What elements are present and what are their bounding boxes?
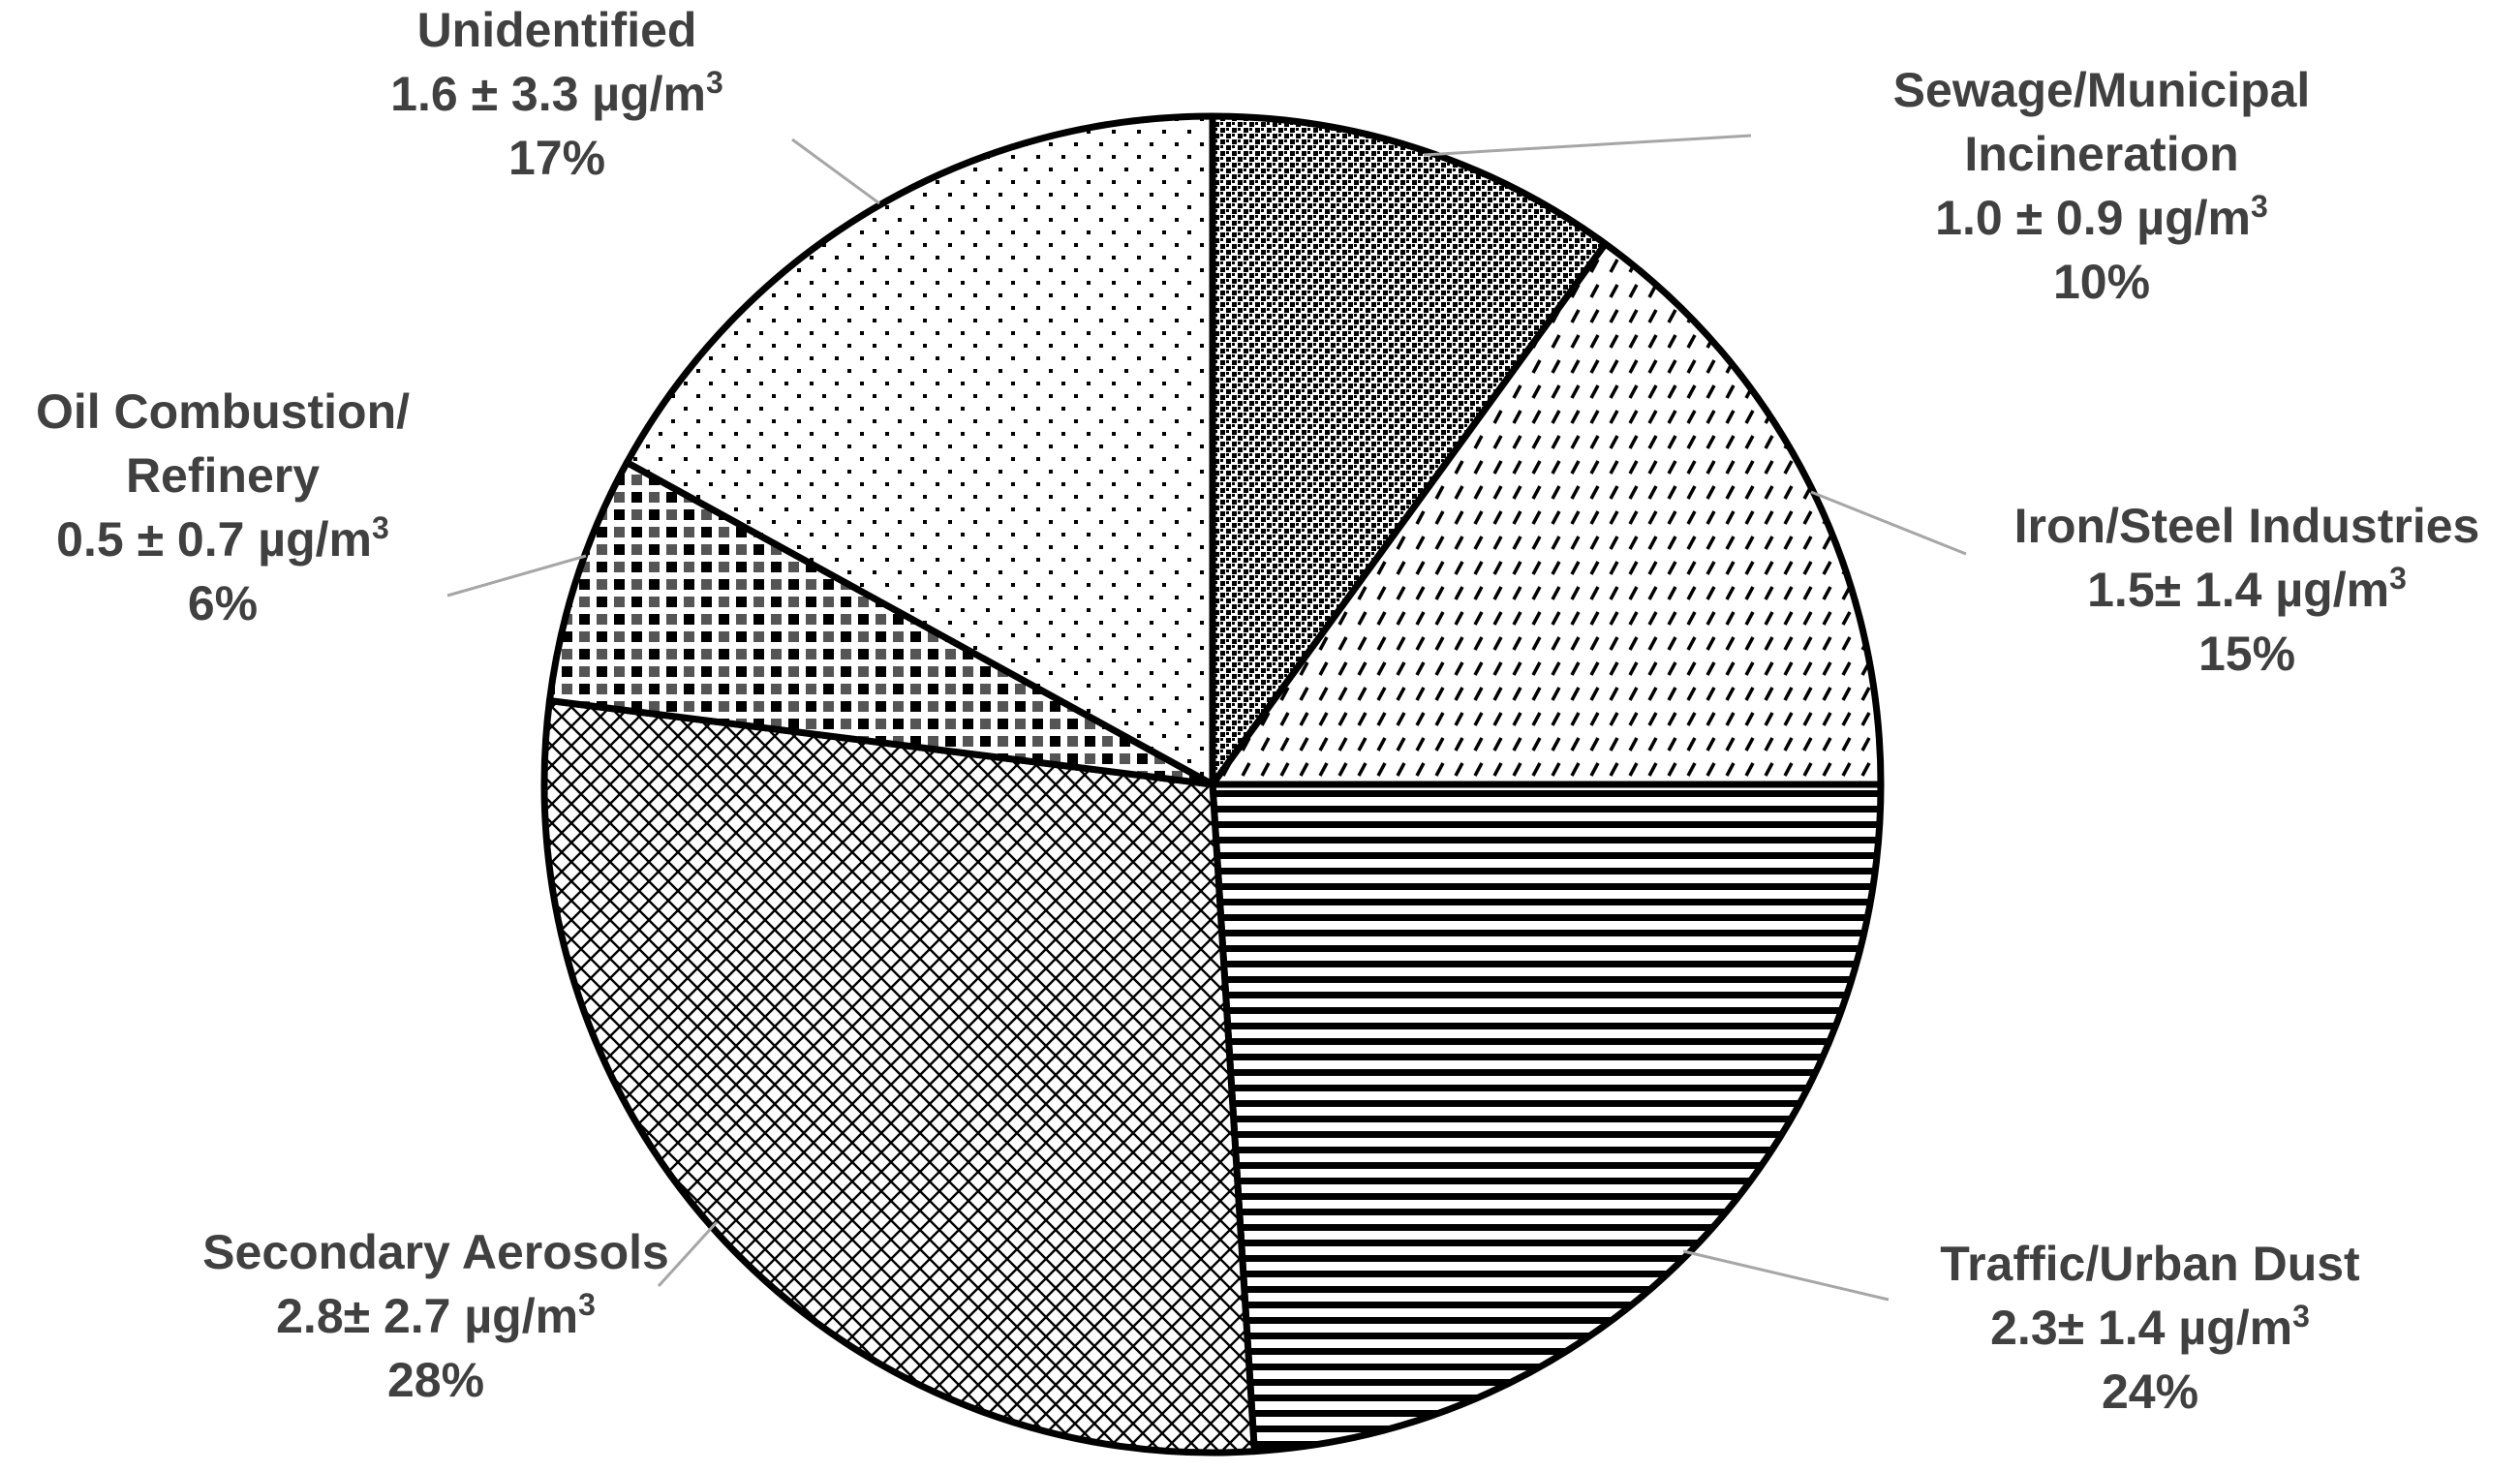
slice-label: Traffic/Urban Dust 2.3± 1.4 µg/m3 24% (1940, 1237, 2360, 1419)
leader-line (791, 138, 880, 205)
pie-slice-oil-combustion-refinery (545, 459, 1216, 788)
leader-lines (446, 134, 1967, 1302)
slice-label: Unidentified 1.6 ± 3.3 µg/m3 17% (390, 3, 723, 185)
slice-label: Secondary Aerosols 2.8± 2.7 µg/m3 28% (202, 1225, 669, 1407)
leader-line (446, 554, 587, 598)
leader-line (1423, 134, 1752, 157)
leader-line (1810, 490, 1967, 556)
slice-label: Oil Combustion/Refinery 0.5 ± 0.7 µg/m3 6% (36, 384, 410, 630)
leader-line (657, 1220, 719, 1288)
pie-slice-iron-steel-industries (1209, 240, 1885, 788)
pie-slice-unidentified (623, 112, 1216, 788)
slice-labels: Sewage/Municipal Incineration 1.0 ± 0.9 µg… (36, 3, 2479, 1419)
pie-slice-traffic-urban-dust (1209, 781, 1885, 1456)
pie-slice-sewage-municipal-incineration (1209, 112, 1610, 788)
slice-label: Sewage/Municipal Incineration 1.0 ± 0.9 µg… (1893, 63, 2311, 309)
leader-line (1682, 1249, 1890, 1302)
slice-label: Iron/Steel Industries 1.5± 1.4 µg/m3 15% (2014, 499, 2480, 681)
pie-slice-secondary-aerosols (540, 697, 1258, 1457)
pie-slices (540, 112, 1885, 1457)
